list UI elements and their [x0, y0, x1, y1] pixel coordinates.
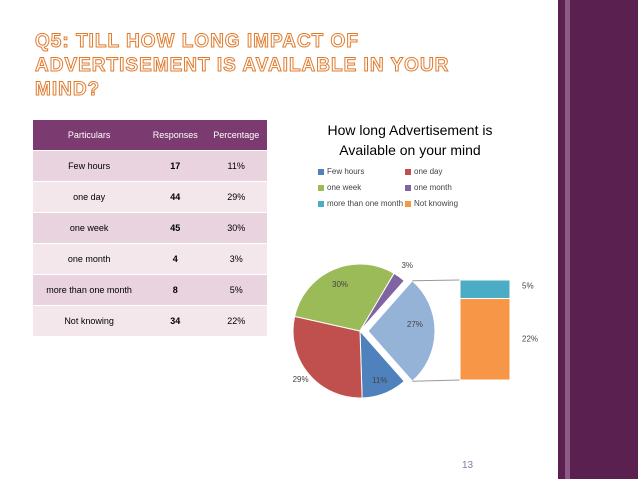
- header-cell: Particulars: [33, 120, 146, 151]
- data-label: 22%: [522, 334, 538, 343]
- legend-label: Not knowing: [414, 199, 458, 208]
- bar-segment: [459, 298, 511, 381]
- table-cell: more than one month: [33, 274, 146, 306]
- table-cell: 11%: [205, 150, 267, 182]
- side-stripe: [565, 0, 570, 479]
- table-row: more than one month 8 5%: [33, 274, 267, 306]
- legend-label: one month: [414, 183, 452, 192]
- table-cell: 5%: [205, 274, 267, 306]
- table-cell: one day: [33, 181, 146, 213]
- table-cell: 34: [145, 305, 206, 336]
- data-label: 29%: [293, 375, 309, 384]
- table-cell: one month: [33, 243, 146, 275]
- data-table: Particulars Responses Percentage Few hou…: [33, 120, 267, 336]
- table-cell: 17: [145, 150, 206, 182]
- table-row: one day 44 29%: [33, 181, 267, 213]
- table-cell: Few hours: [33, 150, 146, 182]
- header-cell: Responses: [145, 120, 206, 151]
- table-cell: 22%: [205, 305, 267, 336]
- table-row: Few hours 17 11%: [33, 150, 267, 182]
- legend-label: more than one month: [327, 199, 403, 208]
- pie-slice-other: [367, 280, 436, 382]
- pie-slice: [359, 272, 406, 332]
- legend-label: one week: [327, 183, 362, 192]
- legend-swatch: [318, 201, 324, 207]
- chart-title: How long Advertisement is Available on y…: [327, 122, 493, 158]
- legend-swatch: [405, 201, 411, 207]
- pie-slice: [294, 263, 395, 332]
- connector: [412, 379, 461, 382]
- table-cell: one week: [33, 212, 146, 244]
- header-cell: Percentage: [205, 120, 267, 151]
- table-cell: 4: [145, 243, 206, 275]
- page-number: 13: [462, 460, 474, 471]
- data-label: 27%: [407, 320, 423, 329]
- table-cell: 30%: [205, 212, 267, 244]
- legend-label: one day: [414, 167, 442, 176]
- table-row: one month 4 3%: [33, 243, 267, 275]
- header-row: Particulars Responses Percentage: [33, 120, 267, 151]
- data-label: 5%: [522, 281, 534, 290]
- table-cell: 3%: [205, 243, 267, 275]
- table-cell: 45: [145, 212, 206, 244]
- table-cell: 29%: [205, 181, 267, 213]
- table-cell: Not knowing: [33, 305, 146, 336]
- legend-swatch: [318, 185, 324, 191]
- side-band: [558, 0, 638, 479]
- table-row: one week 45 30%: [33, 212, 267, 244]
- legend-label: Few hours: [327, 167, 364, 176]
- pie-slice: [292, 315, 363, 399]
- data-label: 3%: [401, 261, 413, 270]
- slide-title: Q5: TILL HOW LONG IMPACT OF ADVERTISEMEN…: [35, 31, 450, 101]
- legend-swatch: [318, 169, 324, 175]
- legend-swatch: [405, 169, 411, 175]
- table-cell: 44: [145, 181, 206, 213]
- table-cell: 8: [145, 274, 206, 306]
- data-label: 11%: [372, 376, 387, 385]
- legend-swatch: [405, 185, 411, 191]
- data-label: 30%: [332, 280, 348, 289]
- table-row: Not knowing 34 22%: [33, 305, 267, 336]
- connector: [412, 279, 461, 282]
- bar-segment: [459, 279, 511, 300]
